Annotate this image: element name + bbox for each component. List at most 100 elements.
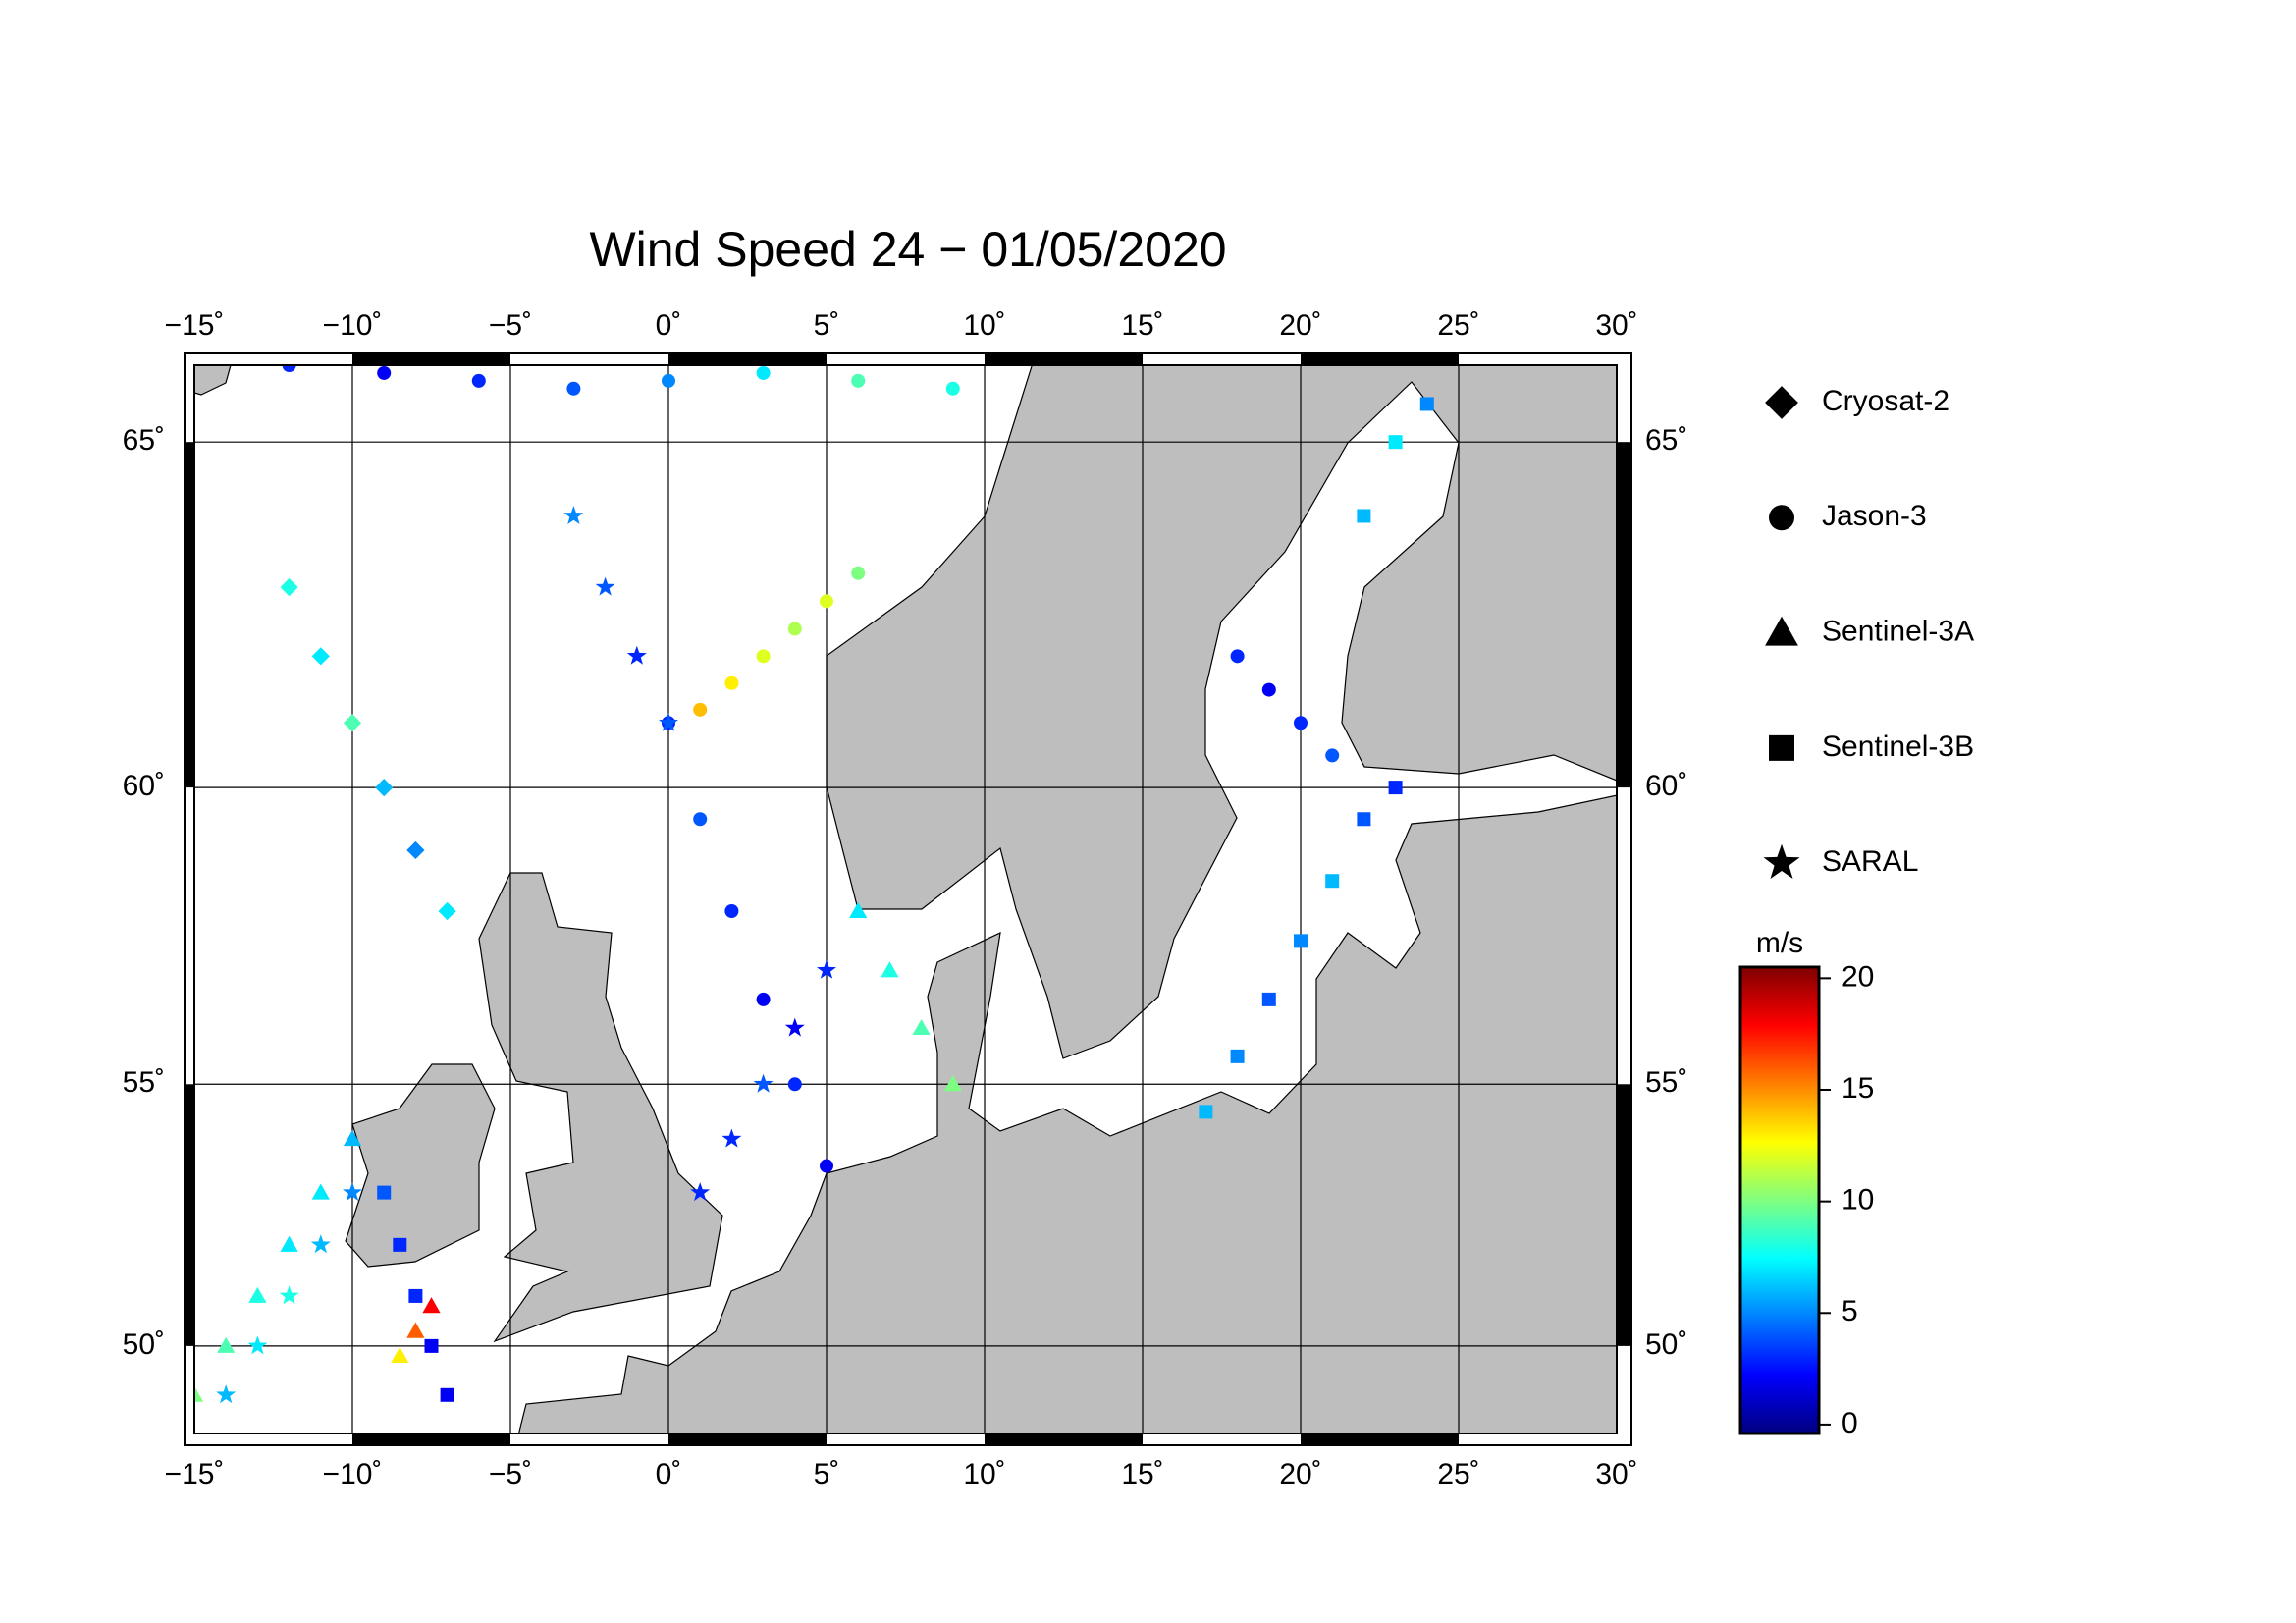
frame-bar xyxy=(352,353,510,365)
x-tick-label: 30˚ xyxy=(1595,1458,1637,1490)
observation-marker xyxy=(311,1183,330,1200)
observation-marker xyxy=(248,1286,267,1303)
frame-bar xyxy=(1301,1434,1459,1445)
observation-marker xyxy=(721,1128,742,1148)
y-tick-label: 55˚ xyxy=(1645,1066,1687,1099)
legend-label: Sentinel-3A xyxy=(1822,616,1974,648)
observation-marker xyxy=(943,1075,962,1092)
frame-bar xyxy=(185,1084,194,1346)
observation-marker xyxy=(406,840,425,860)
legend-marker xyxy=(1769,505,1794,531)
x-tick-label: 20˚ xyxy=(1279,1458,1321,1490)
observation-marker xyxy=(563,506,584,524)
observation-marker xyxy=(310,1234,331,1254)
observation-marker xyxy=(1419,397,1434,411)
x-tick-label: 5˚ xyxy=(814,1458,840,1490)
observation-marker xyxy=(1325,748,1340,763)
y-tick-label: 60˚ xyxy=(1645,770,1687,802)
observation-marker xyxy=(279,1285,299,1305)
observation-marker xyxy=(784,1017,805,1037)
observation-marker xyxy=(377,1185,392,1200)
observation-marker xyxy=(756,649,771,664)
frame-bar xyxy=(668,353,827,365)
x-tick-label: 5˚ xyxy=(814,309,840,342)
colorbar-label: m/s xyxy=(1756,927,1803,959)
observation-marker xyxy=(422,1297,441,1314)
frame-bar xyxy=(185,442,194,788)
observation-marker xyxy=(945,381,960,396)
ireland xyxy=(345,1063,496,1268)
observation-marker xyxy=(881,961,899,978)
observation-marker xyxy=(1199,1105,1213,1119)
colorbar-tick-label: 15 xyxy=(1842,1072,1874,1105)
observation-marker xyxy=(724,676,739,690)
observation-marker xyxy=(756,365,771,380)
observation-marker xyxy=(438,901,456,921)
observation-marker xyxy=(194,1385,204,1402)
observation-marker xyxy=(820,1159,833,1173)
observation-marker xyxy=(566,381,581,396)
observations xyxy=(194,365,1434,1404)
observation-marker xyxy=(1357,509,1371,523)
colorbar-tick-label: 10 xyxy=(1842,1184,1874,1217)
grid xyxy=(194,365,1617,1434)
observation-marker xyxy=(1230,1049,1245,1063)
observation-marker xyxy=(1261,992,1276,1006)
frame-bar xyxy=(668,1434,827,1445)
x-tick-label: 10˚ xyxy=(963,309,1005,342)
iceland xyxy=(194,365,232,396)
observation-marker xyxy=(311,647,330,666)
observation-marker xyxy=(817,959,836,979)
frame-bar xyxy=(985,1434,1143,1445)
y-tick-label: 50˚ xyxy=(1645,1328,1687,1361)
observation-marker xyxy=(216,1384,237,1404)
x-tick-label: −5˚ xyxy=(489,309,532,342)
y-tick-label: 55˚ xyxy=(123,1066,165,1099)
colorbar-tick-label: 0 xyxy=(1842,1407,1858,1439)
observation-marker xyxy=(343,714,362,732)
legend-marker xyxy=(1769,734,1794,761)
x-tick-label: −10˚ xyxy=(323,309,383,342)
frame-bar xyxy=(1301,353,1459,365)
map-title: Wind Speed 24 − 01/05/2020 xyxy=(589,222,1226,277)
observation-marker xyxy=(659,712,678,731)
observation-marker xyxy=(820,594,833,609)
observation-marker xyxy=(787,622,802,636)
observation-marker xyxy=(408,1288,423,1303)
x-tick-label: −15˚ xyxy=(165,309,225,342)
observation-marker xyxy=(280,1235,298,1252)
x-tick-label: 20˚ xyxy=(1279,309,1321,342)
x-tick-label: 0˚ xyxy=(656,1458,682,1490)
observation-marker xyxy=(662,373,675,388)
observation-marker xyxy=(406,1322,425,1338)
legend-label: SARAL xyxy=(1822,845,1918,878)
observation-marker xyxy=(375,778,394,797)
legend-label: Cryosat-2 xyxy=(1822,385,1949,417)
colorbar-gradient xyxy=(1738,965,1821,1435)
x-tick-label: 25˚ xyxy=(1437,1458,1479,1490)
x-tick-label: 25˚ xyxy=(1437,309,1479,342)
observation-marker xyxy=(377,365,392,380)
frame-bar xyxy=(352,1434,510,1445)
x-tick-label: 10˚ xyxy=(963,1458,1005,1490)
observation-marker xyxy=(282,365,296,372)
observation-marker xyxy=(690,1182,711,1202)
observation-marker xyxy=(1230,649,1245,664)
legend-label: Sentinel-3B xyxy=(1822,730,1974,763)
frame-bar xyxy=(1617,442,1631,788)
x-tick-label: 15˚ xyxy=(1121,309,1163,342)
observation-marker xyxy=(724,903,739,918)
observation-marker xyxy=(1294,934,1308,948)
observation-marker xyxy=(756,992,771,1006)
colorbar-tick-label: 20 xyxy=(1842,960,1874,993)
scandinavia xyxy=(826,365,1617,1059)
observation-marker xyxy=(1388,781,1403,795)
observation-marker xyxy=(217,1336,236,1353)
y-tick-label: 65˚ xyxy=(1645,424,1687,457)
observation-marker xyxy=(1261,682,1276,697)
colorbar-tick-label: 5 xyxy=(1842,1295,1858,1327)
observation-marker xyxy=(1357,812,1371,827)
observation-marker xyxy=(693,702,708,717)
